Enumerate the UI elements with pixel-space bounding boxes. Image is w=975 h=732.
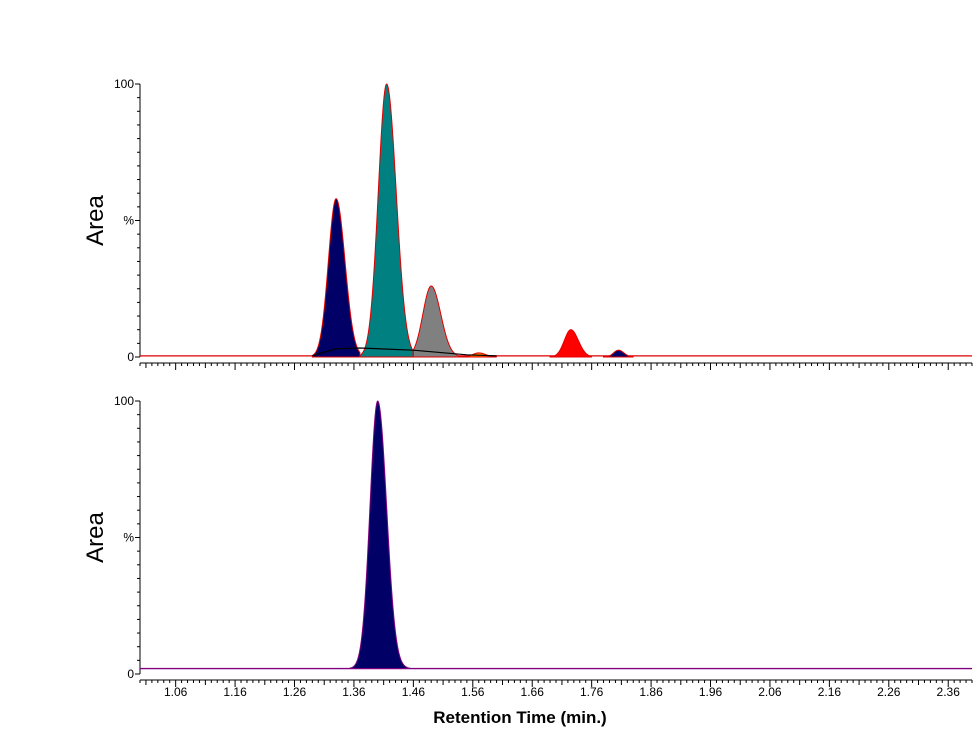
x-tick-label: 1.46 [402, 685, 426, 699]
peak-area [603, 349, 634, 358]
y-axis-label: Area [82, 512, 109, 563]
peak-area [311, 198, 361, 358]
x-tick-label: 1.56 [461, 685, 485, 699]
x-tick-label: 1.86 [639, 685, 663, 699]
x-axis-label: Retention Time (min.) [433, 708, 606, 727]
peak-area [412, 285, 468, 358]
peak-area [549, 329, 592, 358]
x-tick-label: 1.76 [580, 685, 604, 699]
x-tick-label: 1.36 [342, 685, 366, 699]
peak-area [349, 400, 411, 670]
y-axis-label: Area [82, 195, 109, 246]
x-tick-label: 1.96 [699, 685, 723, 699]
y-tick-label: % [123, 214, 134, 228]
x-tick-label: 1.66 [521, 685, 545, 699]
x-tick-label: 2.06 [758, 685, 782, 699]
y-tick-label: 100 [114, 77, 134, 91]
y-tick-label: % [123, 531, 134, 545]
x-tick-label: 1.06 [164, 685, 188, 699]
x-tick-label: 1.26 [283, 685, 307, 699]
x-tick-label: 1.16 [223, 685, 247, 699]
x-tick-label: 2.36 [937, 685, 961, 699]
x-tick-label: 2.26 [877, 685, 901, 699]
peak-area [359, 83, 414, 358]
integration-baseline [312, 347, 497, 357]
y-tick-label: 0 [127, 350, 134, 364]
y-tick-label: 100 [114, 394, 134, 408]
chromatogram-panel: Area 100% 0 1.06 1.16 1.26 1.36 1.46 1.56 1.66 1.7… [82, 394, 973, 727]
chromatogram-panel: Area 100% 0 [82, 77, 973, 370]
x-tick-label: 2.16 [818, 685, 842, 699]
y-tick-label: 0 [127, 667, 134, 681]
